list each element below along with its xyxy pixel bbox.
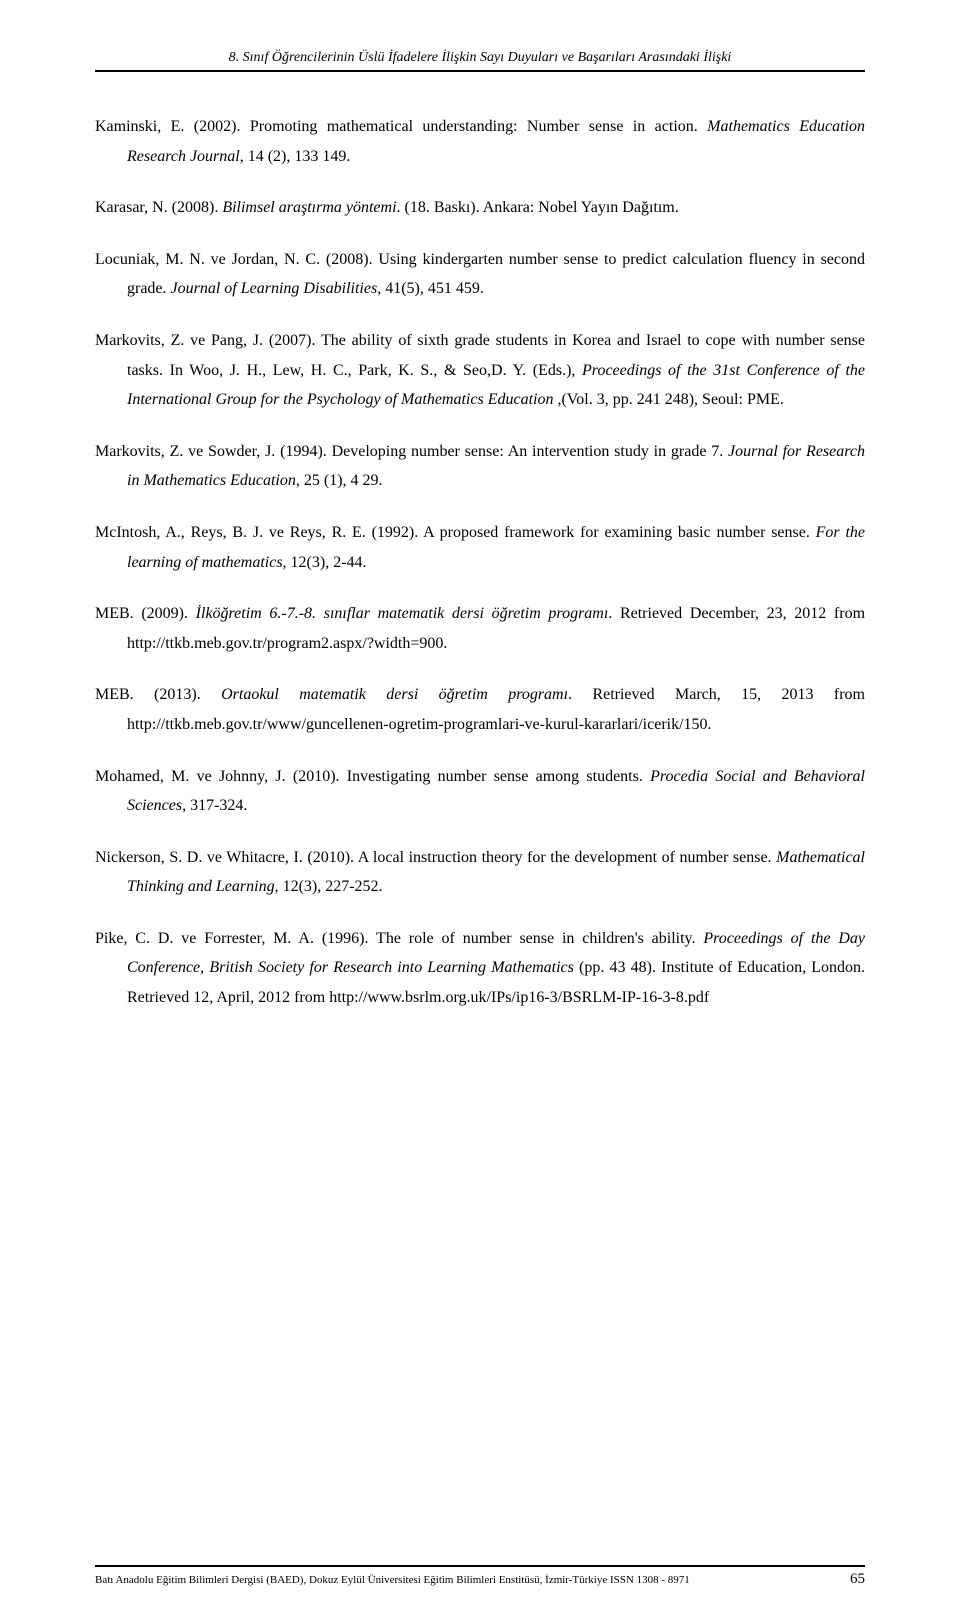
page-container: 8. Sınıf Öğrencilerinin Üslü İfadelere İ… — [0, 0, 960, 1616]
reference-title-italic: Ortaokul matematik dersi öğretim program… — [221, 686, 568, 703]
reference-entry: Mohamed, M. ve Johnny, J. (2010). Invest… — [95, 762, 865, 821]
reference-title-italic: Journal of Learning Disabilities — [171, 280, 378, 297]
reference-text: , 25 (1), 4 29. — [296, 472, 383, 489]
page-footer: Batı Anadolu Eğitim Bilimleri Dergisi (B… — [95, 1565, 865, 1588]
reference-text: , 12(3), 227-252. — [275, 878, 383, 895]
reference-entry: Locuniak, M. N. ve Jordan, N. C. (2008).… — [95, 245, 865, 304]
reference-text: McIntosh, A., Reys, B. J. ve Reys, R. E.… — [95, 524, 816, 541]
reference-text: ,(Vol. 3, pp. 241 248), Seoul: PME. — [553, 391, 783, 408]
reference-text: Kaminski, E. (2002). Promoting mathemati… — [95, 118, 707, 135]
reference-text: , 14 (2), 133 149. — [240, 148, 351, 165]
reference-text: , 12(3), 2-44. — [283, 554, 367, 571]
reference-entry: Nickerson, S. D. ve Whitacre, I. (2010).… — [95, 843, 865, 902]
reference-entry: MEB. (2009). İlköğretim 6.-7.-8. sınıfla… — [95, 599, 865, 658]
reference-text: MEB. (2013). — [95, 686, 221, 703]
reference-text: Mohamed, M. ve Johnny, J. (2010). Invest… — [95, 768, 650, 785]
reference-entry: Pike, C. D. ve Forrester, M. A. (1996). … — [95, 924, 865, 1013]
reference-text: Markovits, Z. ve Sowder, J. (1994). Deve… — [95, 443, 728, 460]
reference-text: Nickerson, S. D. ve Whitacre, I. (2010).… — [95, 849, 776, 866]
footer-page-number: 65 — [850, 1571, 865, 1588]
reference-text: , 317-324. — [182, 797, 247, 814]
reference-entry: Kaminski, E. (2002). Promoting mathemati… — [95, 112, 865, 171]
reference-text: , 41(5), 451 459. — [377, 280, 484, 297]
reference-entry: McIntosh, A., Reys, B. J. ve Reys, R. E.… — [95, 518, 865, 577]
reference-entry: Markovits, Z. ve Sowder, J. (1994). Deve… — [95, 437, 865, 496]
reference-text: MEB. (2009). — [95, 605, 196, 622]
running-head: 8. Sınıf Öğrencilerinin Üslü İfadelere İ… — [95, 50, 865, 72]
reference-entry: MEB. (2013). Ortaokul matematik dersi öğ… — [95, 680, 865, 739]
reference-entry: Karasar, N. (2008). Bilimsel araştırma y… — [95, 193, 865, 223]
reference-text: Pike, C. D. ve Forrester, M. A. (1996). … — [95, 930, 703, 947]
reference-title-italic: İlköğretim 6.-7.-8. sınıflar matematik d… — [196, 605, 609, 622]
footer-journal: Batı Anadolu Eğitim Bilimleri Dergisi (B… — [95, 1574, 690, 1586]
references-list: Kaminski, E. (2002). Promoting mathemati… — [95, 112, 865, 1013]
reference-text: Karasar, N. (2008). — [95, 199, 222, 216]
reference-entry: Markovits, Z. ve Pang, J. (2007). The ab… — [95, 326, 865, 415]
reference-title-italic: Bilimsel araştırma yöntemi — [222, 199, 396, 216]
reference-text: . (18. Baskı). Ankara: Nobel Yayın Dağıt… — [397, 199, 679, 216]
